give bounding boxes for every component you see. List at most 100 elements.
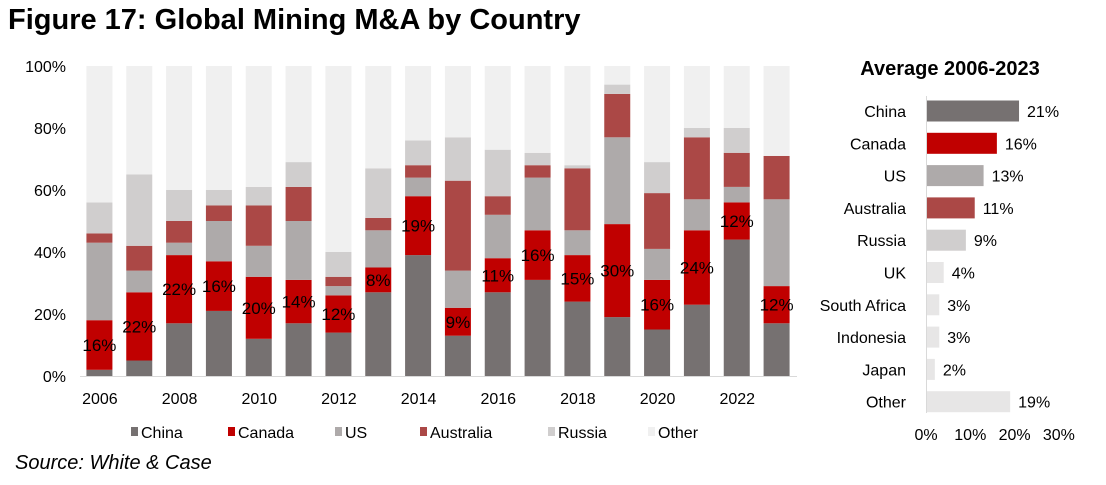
bar-segment-us-2017 — [524, 177, 551, 231]
bar-segment-canada-2016 — [484, 258, 511, 293]
avg-category-label: Japan — [862, 362, 906, 379]
data-label-canada: 8% — [366, 271, 391, 290]
bar-segment-canada-2014 — [405, 196, 432, 256]
bar-segment-other-2012 — [325, 66, 352, 252]
bar-segment-china-2009 — [205, 310, 232, 376]
bar-segment-other-2017 — [524, 66, 551, 153]
legend-label-australia: Australia — [430, 425, 492, 442]
bar-segment-australia-2015 — [444, 180, 471, 271]
avg-category-label: Other — [866, 395, 907, 412]
average-chart-title: Average 2006-2023 — [860, 58, 1039, 80]
bar-segment-other-2023 — [763, 66, 790, 156]
bar-segment-us-2008 — [166, 242, 193, 256]
data-label-canada: 16% — [521, 246, 555, 265]
data-label-canada: 20% — [242, 299, 276, 318]
data-label-canada: 22% — [122, 317, 156, 336]
bar-segment-russia-2009 — [205, 190, 232, 206]
legend-label-us: US — [345, 425, 367, 442]
bar-segment-canada-2015 — [444, 307, 471, 336]
legend-swatch-canada — [228, 427, 235, 436]
y-tick-label: 20% — [34, 307, 66, 324]
data-label-canada: 15% — [560, 269, 594, 288]
bar-segment-australia-2014 — [405, 165, 432, 178]
avg-value-label: 11% — [983, 201, 1014, 218]
data-label-canada: 22% — [162, 280, 196, 299]
bar-segment-canada-2007 — [126, 292, 153, 361]
bar-segment-australia-2021 — [683, 137, 710, 200]
avg-bar-china — [926, 100, 1020, 122]
bar-segment-australia-2012 — [325, 276, 352, 287]
y-tick-label: 80% — [34, 121, 66, 138]
bar-segment-other-2011 — [285, 66, 312, 163]
bar-segment-us-2016 — [484, 214, 511, 259]
bar-segment-china-2010 — [245, 338, 272, 376]
bar-segment-other-2022 — [723, 66, 750, 128]
avg-bar-australia — [926, 197, 975, 219]
y-tick-label: 60% — [34, 183, 66, 200]
bar-segment-other-2019 — [604, 66, 631, 85]
avg-x-tick-label: 20% — [999, 427, 1031, 444]
bar-segment-other-2020 — [644, 66, 671, 163]
bar-segment-russia-2008 — [166, 190, 193, 221]
bar-segment-other-2007 — [126, 66, 153, 175]
y-tick-label: 40% — [34, 245, 66, 262]
y-tick-label: 100% — [25, 59, 66, 76]
bar-segment-china-2011 — [285, 323, 312, 376]
bar-segment-china-2012 — [325, 332, 352, 376]
bar-segment-russia-2015 — [444, 137, 471, 181]
avg-bar-us — [926, 165, 984, 187]
bar-segment-canada-2011 — [285, 279, 312, 324]
bar-segment-australia-2017 — [524, 165, 551, 178]
bar-segment-canada-2023 — [763, 286, 790, 324]
data-label-canada: 16% — [202, 277, 236, 296]
bar-segment-canada-2017 — [524, 230, 551, 280]
bar-segment-china-2014 — [405, 255, 432, 376]
bar-segment-other-2014 — [405, 66, 432, 141]
data-label-canada: 19% — [401, 217, 435, 236]
avg-value-label: 3% — [947, 298, 970, 315]
x-tick-label: 2016 — [480, 391, 516, 408]
bar-segment-australia-2007 — [126, 245, 153, 271]
bar-segment-china-2023 — [763, 323, 790, 376]
source-note: Source: White & Case — [15, 452, 212, 474]
legend-label-russia: Russia — [558, 425, 607, 442]
bar-segment-canada-2018 — [564, 255, 591, 302]
avg-category-label: UK — [884, 266, 907, 283]
bar-segment-russia-2016 — [484, 149, 511, 197]
avg-value-label: 9% — [974, 233, 997, 250]
bar-segment-canada-2012 — [325, 295, 352, 333]
data-label-canada: 24% — [680, 259, 714, 278]
bar-segment-russia-2021 — [683, 128, 710, 138]
average-bar-chart: Average 2006-2023 China 21% Canada 16% US 13%… — [820, 58, 1075, 444]
x-tick-label: 2018 — [560, 391, 596, 408]
stacked-bar-chart: 0% 20% 40% 60% 80% 100% 16% 22% 22% 16% 20% 14% 12% 8… — [25, 59, 797, 442]
avg-bar-uk — [926, 262, 944, 283]
data-label-canada: 30% — [600, 262, 634, 281]
x-tick-label: 2006 — [82, 391, 118, 408]
bar-segment-china-2022 — [723, 239, 750, 376]
avg-value-label: 21% — [1027, 104, 1059, 121]
bar-segment-russia-2020 — [644, 162, 671, 194]
legend-swatch-us — [335, 427, 342, 436]
bar-segment-canada-2022 — [723, 202, 750, 240]
avg-bar-other — [926, 391, 1011, 413]
bar-segment-us-2011 — [285, 221, 312, 280]
bar-segment-other-2015 — [444, 66, 471, 138]
bar-segment-russia-2019 — [604, 84, 631, 94]
avg-bar-canada — [926, 132, 997, 154]
avg-bar-russia — [926, 229, 966, 251]
bar-segment-russia-2012 — [325, 252, 352, 277]
bar-segment-us-2020 — [644, 248, 671, 280]
bar-segment-australia-2018 — [564, 168, 591, 231]
bar-segment-us-2014 — [405, 177, 432, 197]
avg-value-label: 4% — [952, 266, 975, 283]
avg-category-label: Australia — [844, 201, 906, 218]
legend-swatch-china — [131, 427, 138, 436]
avg-value-label: 2% — [943, 362, 966, 379]
bar-segment-china-2006 — [86, 369, 113, 376]
bar-segment-us-2006 — [86, 242, 113, 321]
bar-segment-us-2009 — [205, 221, 232, 262]
bar-segment-canada-2006 — [86, 320, 113, 370]
bar-segment-canada-2008 — [166, 255, 193, 324]
